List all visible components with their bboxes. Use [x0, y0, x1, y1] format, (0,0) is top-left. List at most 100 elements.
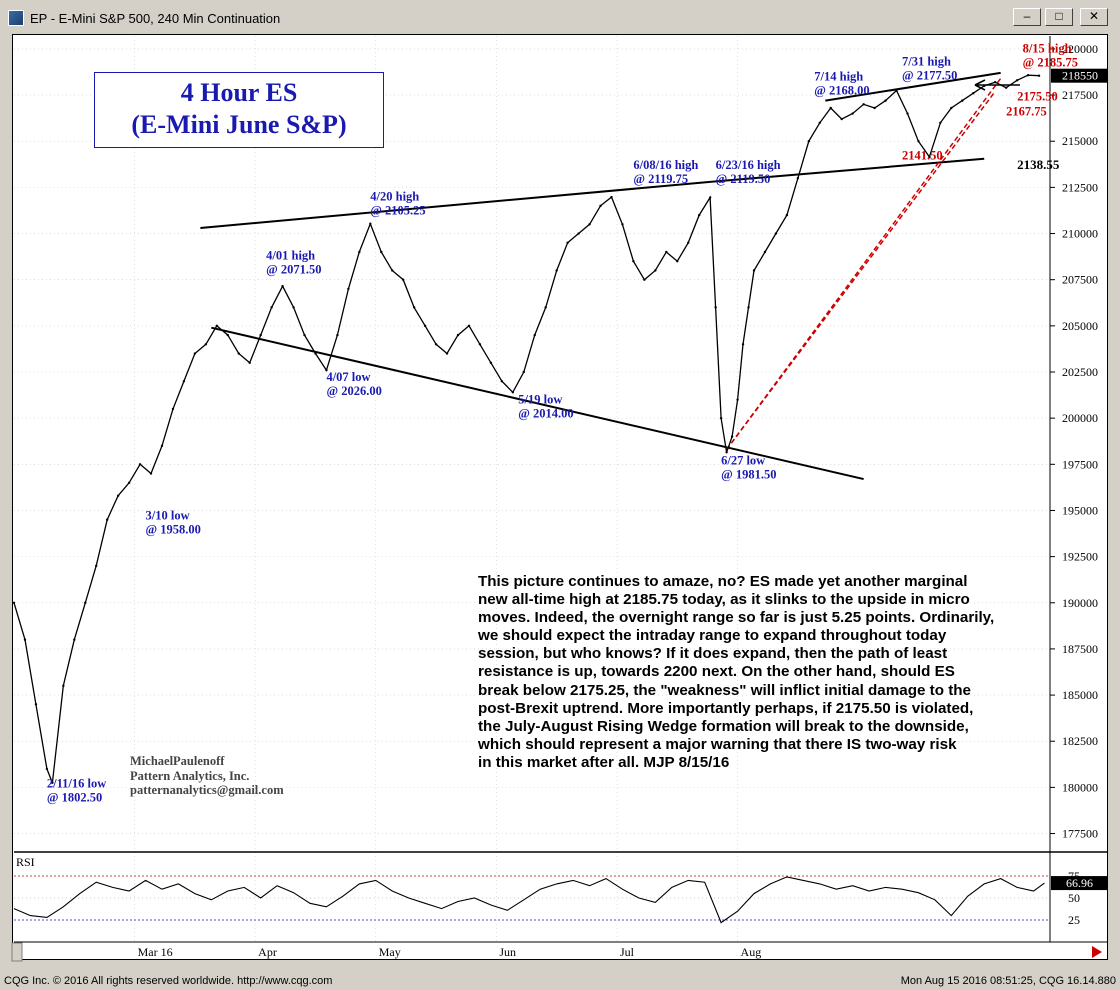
price-point	[127, 481, 131, 484]
price-point	[665, 250, 668, 254]
annotation-text: @ 2105.25	[370, 203, 425, 217]
price-point	[1015, 79, 1019, 82]
price-point	[1004, 86, 1008, 89]
price-point	[95, 564, 98, 568]
annotation: 2141.50	[902, 149, 943, 163]
price-point	[34, 703, 38, 706]
price-point	[544, 306, 547, 309]
scroll-right-icon	[1092, 946, 1102, 958]
price-point	[774, 232, 778, 235]
price-point	[566, 241, 569, 244]
chart-title-box: 4 Hour ES (E-Mini June S&P)	[94, 72, 384, 148]
price-point	[950, 106, 953, 110]
commentary-line: session, but who knows? If it does expan…	[478, 645, 948, 663]
price-point	[347, 287, 350, 291]
price-point	[928, 155, 931, 159]
price-point	[714, 306, 717, 309]
price-point	[237, 352, 240, 355]
minimize-button[interactable]: –	[1013, 8, 1041, 26]
annotation-text: 7/14 high	[814, 69, 863, 83]
close-button[interactable]: ✕	[1080, 8, 1108, 26]
dashed-trendline	[725, 78, 1002, 450]
time-tick-label: Jul	[620, 945, 635, 959]
price-tick-label: 177500	[1062, 827, 1098, 841]
trendline	[211, 326, 864, 481]
commentary-text: This picture continues to amaze, no? ES …	[478, 573, 1023, 772]
commentary-line: This picture continues to amaze, no? ES …	[478, 573, 968, 590]
price-point	[1026, 74, 1030, 77]
annotation-text: @ 2185.75	[1023, 56, 1078, 70]
trendline	[200, 180, 711, 229]
price-point	[687, 241, 690, 244]
price-point	[160, 444, 164, 448]
annotation-text: @ 1981.50	[721, 467, 776, 481]
time-tick-label: Jun	[499, 945, 516, 959]
price-point	[654, 269, 657, 272]
price-point	[467, 324, 471, 328]
price-point	[725, 451, 728, 454]
price-point	[741, 343, 745, 346]
price-point	[736, 398, 739, 401]
annotation-text: @ 2177.50	[902, 69, 957, 83]
footer-copyright: CQG Inc. © 2016 All rights reserved worl…	[4, 975, 333, 987]
price-point	[785, 213, 789, 217]
annotation-text: @ 2119.75	[633, 172, 688, 186]
price-tick-label: 180000	[1062, 780, 1098, 794]
price-point	[643, 278, 646, 281]
price-point	[138, 463, 142, 466]
price-point	[105, 518, 109, 521]
price-point	[270, 306, 273, 309]
price-point	[412, 306, 416, 309]
annotation-text: 8/15 high	[1023, 42, 1072, 56]
chart-area	[12, 34, 1108, 960]
commentary-line: resistance is up, towards 2200 next. On …	[478, 663, 955, 681]
trendline	[825, 71, 1001, 102]
commentary-line: new all-time high at 2185.75 today, as i…	[478, 591, 970, 609]
annotation: 2/11/16 low@ 1802.50	[47, 776, 106, 804]
annotation-text: @ 2026.00	[326, 384, 381, 398]
dashed-trendline	[725, 90, 996, 450]
price-tick-label: 187500	[1062, 642, 1098, 656]
price-point	[577, 232, 580, 235]
price-point	[12, 601, 16, 604]
commentary-line: the July-August Rising Wedge formation w…	[478, 717, 969, 735]
annotation: 2138.55	[1017, 157, 1060, 172]
annotation: 6/23/16 high@ 2119.50	[716, 158, 781, 186]
price-point	[884, 99, 887, 102]
price-point	[62, 684, 65, 688]
maximize-button[interactable]: □	[1045, 8, 1073, 26]
price-tick-label: 220000	[1062, 42, 1098, 56]
annotation: 4/01 high@ 2071.50	[266, 248, 321, 276]
price-point	[621, 223, 624, 226]
price-tick-label: 195000	[1062, 503, 1098, 517]
chart-title-line-1: 4 Hour ES	[180, 78, 298, 107]
last-price-tag	[1051, 68, 1107, 83]
time-tick-label: Mar 16	[138, 945, 173, 959]
price-point	[171, 407, 175, 411]
credits: MichaelPaulenoff Pattern Analytics, Inc.…	[130, 754, 284, 798]
annotation-text: @ 1802.50	[47, 790, 102, 804]
price-point	[1037, 74, 1041, 77]
price-tick-label: 185000	[1062, 688, 1098, 702]
annotation-text: @ 2168.00	[814, 83, 869, 97]
price-tick-label: 205000	[1062, 319, 1098, 333]
price-point	[45, 767, 49, 771]
price-point	[358, 250, 361, 254]
annotation: 8/15 high@ 2185.75	[1023, 42, 1078, 70]
price-point	[292, 306, 295, 309]
price-point	[972, 92, 975, 95]
annotation: 6/27 low@ 1981.50	[721, 453, 776, 481]
price-point	[555, 269, 558, 272]
annotation-text: @ 2071.50	[266, 262, 321, 276]
price-point	[336, 333, 339, 337]
title-bar: EP - E-Mini S&P 500, 240 Min Continuatio…	[0, 0, 1120, 34]
annotation: 5/19 low@ 2014.00	[518, 392, 573, 420]
commentary-line: break below 2175.25, the "weakness" will…	[478, 681, 971, 699]
app-icon	[8, 10, 24, 26]
price-point	[895, 89, 898, 92]
price-tick-label: 202500	[1062, 365, 1098, 379]
rsi-level-label: 50	[1068, 891, 1080, 905]
rsi-value-label: 66.96	[1066, 876, 1093, 890]
scroll-left-button	[11, 942, 23, 962]
